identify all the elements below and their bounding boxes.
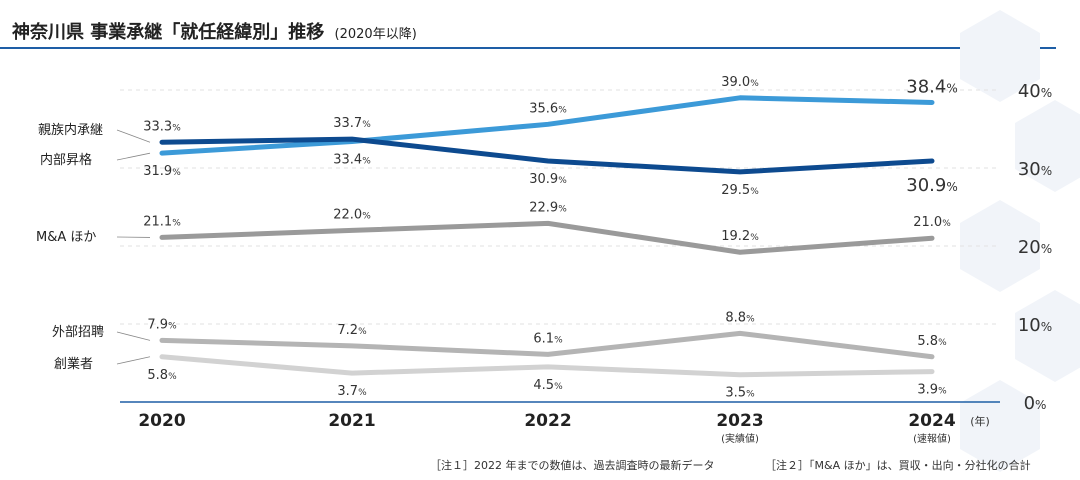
series-line (159, 95, 935, 156)
data-label: 31.9% (143, 164, 181, 179)
data-label: 21.0% (913, 215, 951, 230)
series-line (159, 354, 935, 378)
data-label: 22.9% (529, 200, 567, 215)
data-label: 38.4% (906, 76, 957, 97)
data-label: 30.9% (529, 172, 567, 187)
series-line (159, 220, 935, 255)
data-label: 6.1% (533, 331, 563, 346)
data-label: 7.2% (337, 323, 367, 338)
legend-leader-line (116, 331, 151, 341)
legend-leader-line (116, 356, 151, 365)
x-tick-sublabel: (速報値) (913, 432, 951, 445)
title-rule (0, 47, 1056, 49)
x-tick-label: 2022 (524, 411, 571, 431)
series-line (159, 330, 935, 360)
data-label: 19.2% (721, 229, 759, 244)
y-tick-label: 20% (1018, 237, 1052, 258)
data-label: 35.6% (529, 101, 567, 116)
note-2: ［注２］「M&A ほか」は、買収・出向・分社化の合計 (765, 459, 1031, 472)
data-label: 3.5% (725, 386, 755, 401)
data-label: 33.3% (143, 119, 181, 134)
data-label: 29.5% (721, 183, 759, 198)
data-label: 5.8% (917, 334, 947, 349)
y-tick-label: 30% (1018, 159, 1052, 180)
data-label: 30.9% (906, 175, 957, 196)
y-tick-label: 10% (1018, 315, 1052, 336)
page-title: 神奈川県 事業承継「就任経緯別」推移 (2020年以降) (12, 18, 417, 44)
note-1: ［注１］2022 年までの数値は、過去調査時の最新データ (430, 459, 715, 472)
x-tick-label: 2021 (328, 411, 375, 431)
legend-leader-line (116, 152, 151, 161)
x-tick-sublabel: (実績値) (721, 432, 759, 445)
data-label: 39.0% (721, 75, 759, 90)
data-label: 22.0% (333, 207, 371, 222)
x-tick-label: 2023 (716, 411, 763, 431)
legend-label: M&A ほか (36, 230, 96, 245)
chart-subtitle: (2020年以降) (334, 27, 417, 42)
legend-label: 創業者 (54, 356, 93, 372)
legend-leader-line (116, 129, 151, 143)
legend-label: 親族内承継 (38, 122, 103, 138)
x-tick-label: 2020 (138, 411, 185, 431)
data-label: 7.9% (147, 317, 177, 332)
series-line (159, 136, 935, 175)
chart-title: 神奈川県 事業承継「就任経緯別」推移 (12, 22, 325, 43)
data-label: 21.1% (143, 214, 181, 229)
y-tick-label: 0% (1024, 393, 1047, 414)
data-label: 3.7% (337, 384, 367, 399)
data-label: 4.5% (533, 378, 563, 393)
data-label: 33.4% (333, 152, 371, 167)
data-label: 3.9% (917, 383, 947, 398)
legend-label: 内部昇格 (40, 152, 92, 168)
x-tick-label: 2024 (908, 411, 955, 431)
legend-label: 外部招聘 (52, 325, 104, 340)
data-label: 5.8% (147, 368, 177, 383)
data-label: 33.7% (333, 116, 371, 131)
y-tick-label: 40% (1018, 81, 1052, 102)
data-label: 8.8% (725, 310, 755, 325)
x-unit-label: (年) (970, 414, 990, 428)
